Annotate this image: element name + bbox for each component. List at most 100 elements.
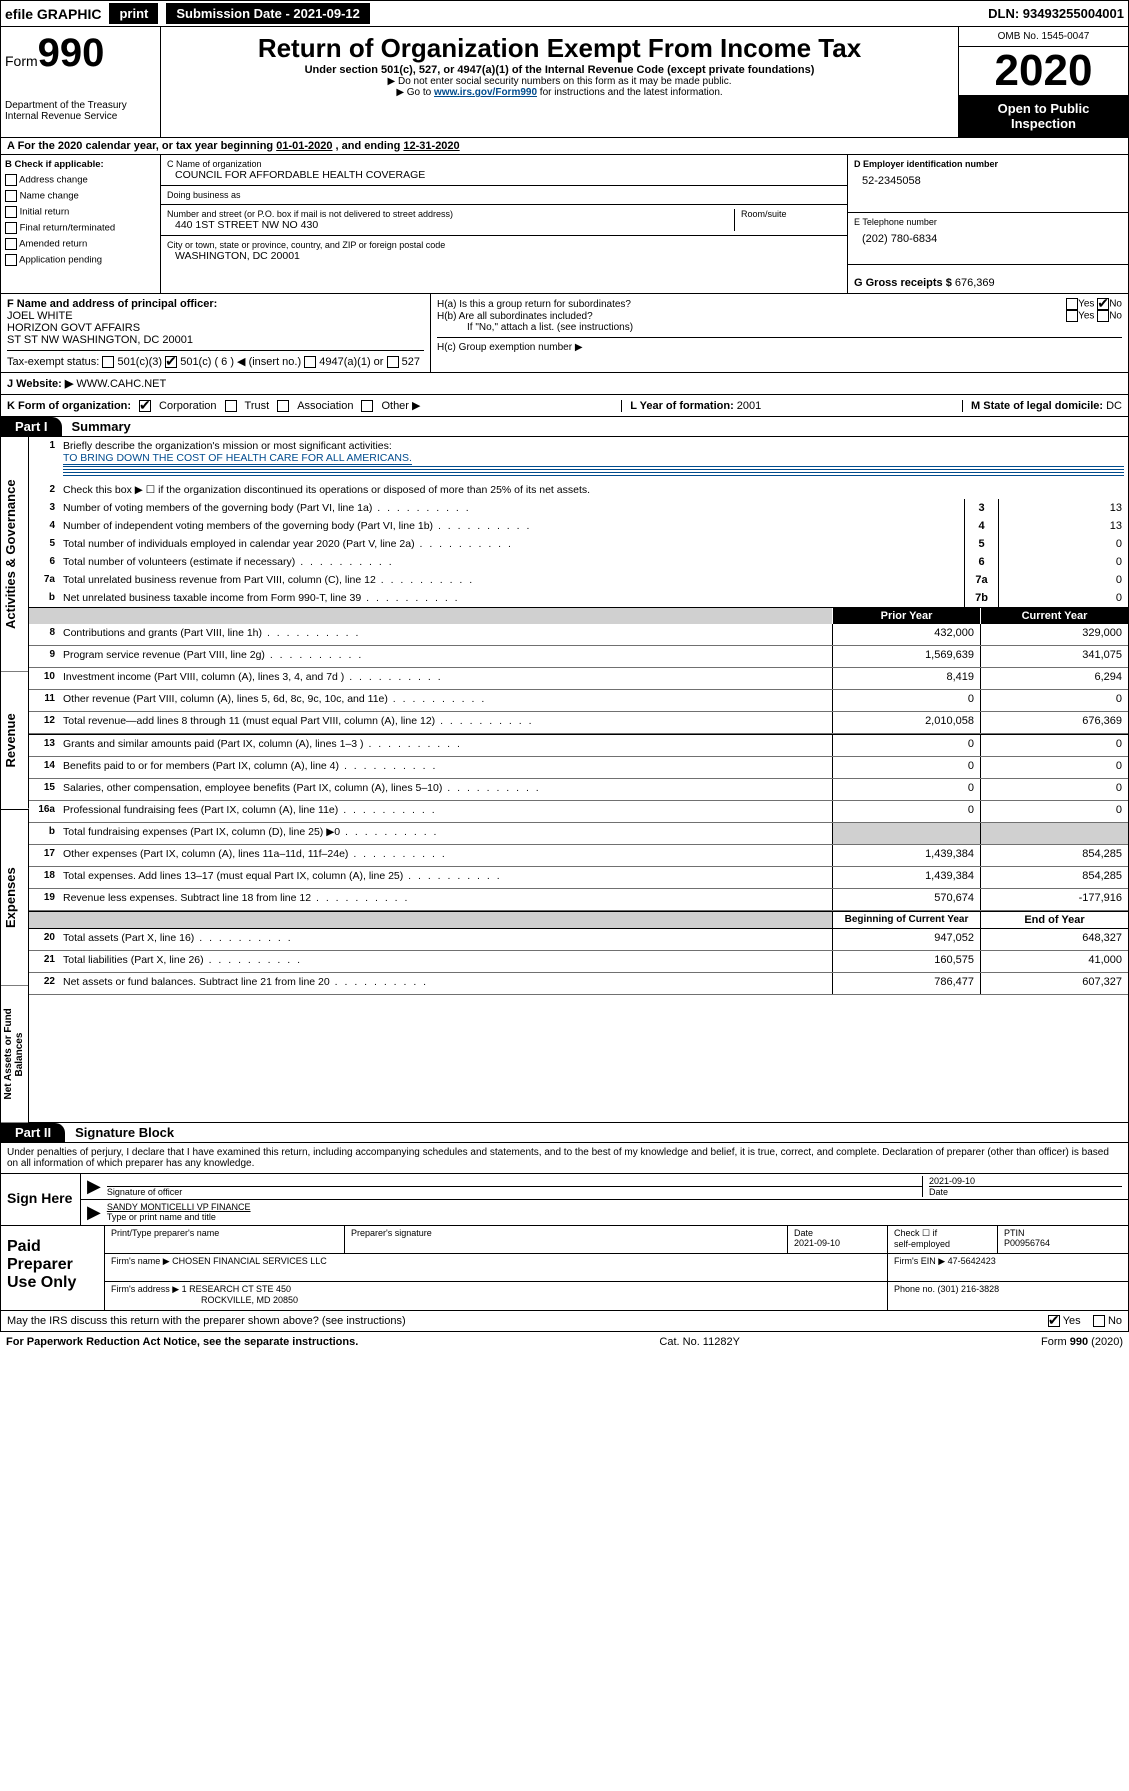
line-value: 13	[998, 517, 1128, 535]
checkbox-corp[interactable]	[139, 400, 151, 412]
prior-year-value: 8,419	[832, 668, 980, 689]
current-year-value: 854,285	[980, 867, 1128, 888]
line2-text: Check this box ▶ ☐ if the organization d…	[59, 481, 1128, 499]
col-current-year: Current Year	[980, 608, 1128, 624]
org-name-label: C Name of organization	[167, 159, 841, 169]
line-value: 0	[998, 571, 1128, 589]
revenue-header: b Prior Year Current Year	[29, 608, 1128, 624]
arrow-icon: ▶	[87, 1202, 107, 1223]
ha-yes[interactable]	[1066, 298, 1078, 310]
mission-statement: TO BRING DOWN THE COST OF HEALTH CARE FO…	[63, 452, 412, 465]
checkbox-name-change[interactable]	[5, 190, 17, 202]
side-labels: Activities & Governance Revenue Expenses…	[1, 437, 29, 1122]
prior-year-value: 160,575	[832, 951, 980, 972]
discuss-question: May the IRS discuss this return with the…	[7, 1315, 406, 1327]
self-emp-lbl: self-employed	[894, 1239, 950, 1249]
current-year-value: 0	[980, 757, 1128, 778]
print-button[interactable]: print	[109, 3, 158, 24]
ha-no[interactable]	[1097, 298, 1109, 310]
no-lbl: No	[1109, 299, 1122, 310]
checkbox-501c[interactable]	[165, 356, 177, 368]
row-a-tax-year: A For the 2020 calendar year, or tax yea…	[0, 138, 1129, 155]
checkbox-assoc[interactable]	[277, 400, 289, 412]
part1-body: Activities & Governance Revenue Expenses…	[0, 437, 1129, 1123]
checkbox-app-pending[interactable]	[5, 254, 17, 266]
line-value: 0	[998, 589, 1128, 607]
dept-treasury: Department of the Treasury	[5, 100, 156, 111]
yes-lbl: Yes	[1078, 299, 1094, 310]
line-text: Investment income (Part VIII, column (A)…	[59, 668, 832, 689]
line-value: 0	[998, 553, 1128, 571]
line-box: 4	[964, 517, 998, 535]
dba-label: Doing business as	[167, 190, 841, 200]
section-fh: F Name and address of principal officer:…	[0, 294, 1129, 373]
current-year-value: 0	[980, 801, 1128, 822]
lbl-app-pending: Application pending	[19, 255, 102, 266]
column-c: C Name of organization COUNCIL FOR AFFOR…	[161, 155, 848, 293]
no-lbl2: No	[1109, 311, 1122, 322]
cat-number: Cat. No. 11282Y	[659, 1336, 740, 1348]
checkbox-address-change[interactable]	[5, 174, 17, 186]
officer-sig-label: Signature of officer	[107, 1186, 922, 1197]
lbl-4947: 4947(a)(1) or	[319, 356, 383, 368]
checkbox-final-return[interactable]	[5, 222, 17, 234]
hb-yes[interactable]	[1066, 310, 1078, 322]
line-text: Salaries, other compensation, employee b…	[59, 779, 832, 800]
column-f: F Name and address of principal officer:…	[1, 294, 431, 372]
sig-date: 2021-09-10	[929, 1176, 1122, 1186]
checkbox-amended[interactable]	[5, 238, 17, 250]
current-year-value: 341,075	[980, 646, 1128, 667]
line-text: Total number of volunteers (estimate if …	[59, 553, 964, 571]
city-state-zip: WASHINGTON, DC 20001	[167, 250, 841, 262]
irs-link[interactable]: www.irs.gov/Form990	[434, 87, 537, 98]
current-year-value: 41,000	[980, 951, 1128, 972]
dln: DLN: 93493255004001	[988, 6, 1124, 21]
submission-date: Submission Date - 2021-09-12	[166, 3, 370, 24]
line-num: 4	[29, 517, 59, 535]
ptin: P00956764	[1004, 1238, 1050, 1248]
checkbox-527[interactable]	[387, 356, 399, 368]
efile-label: efile GRAPHIC	[5, 6, 101, 22]
checkbox-other[interactable]	[361, 400, 373, 412]
line-box: 7a	[964, 571, 998, 589]
prior-year-value: 570,674	[832, 889, 980, 910]
lbl-other: Other ▶	[381, 399, 420, 412]
prior-year-value: 1,439,384	[832, 867, 980, 888]
lbl-initial-return: Initial return	[20, 207, 70, 218]
row-a-text: A For the 2020 calendar year, or tax yea…	[7, 140, 276, 152]
checkbox-501c3[interactable]	[102, 356, 114, 368]
line-num: 15	[29, 779, 59, 800]
discuss-yes[interactable]	[1048, 1315, 1060, 1327]
room-label: Room/suite	[741, 209, 841, 219]
financial-line: 14Benefits paid to or for members (Part …	[29, 757, 1128, 779]
financial-line: 22Net assets or fund balances. Subtract …	[29, 973, 1128, 995]
discuss-no[interactable]	[1093, 1315, 1105, 1327]
form-title: Return of Organization Exempt From Incom…	[165, 33, 954, 64]
ha-label: H(a) Is this a group return for subordin…	[437, 299, 631, 310]
row-j-website: J Website: ▶ WWW.CAHC.NET	[0, 373, 1129, 395]
checkbox-initial-return[interactable]	[5, 206, 17, 218]
row-k: K Form of organization: Corporation Trus…	[0, 395, 1129, 417]
side-revenue: Revenue	[1, 672, 29, 809]
line-text: Total assets (Part X, line 16)	[59, 929, 832, 950]
section-bcd: B Check if applicable: Address change Na…	[0, 155, 1129, 294]
governance-line: 5Total number of individuals employed in…	[29, 535, 1128, 553]
website-url: WWW.CAHC.NET	[76, 378, 166, 390]
gross-receipts: 676,369	[955, 277, 995, 289]
line-text: Grants and similar amounts paid (Part IX…	[59, 735, 832, 756]
financial-line: 17Other expenses (Part IX, column (A), l…	[29, 845, 1128, 867]
line-text: Professional fundraising fees (Part IX, …	[59, 801, 832, 822]
lbl-501c3: 501(c)(3)	[117, 356, 162, 368]
officer-printed-name: SANDY MONTICELLI VP FINANCE	[107, 1202, 1122, 1212]
hb-no[interactable]	[1097, 310, 1109, 322]
checkbox-4947[interactable]	[304, 356, 316, 368]
checkbox-trust[interactable]	[225, 400, 237, 412]
firm-ein: 47-5642423	[948, 1256, 996, 1266]
website-label: J Website: ▶	[7, 378, 76, 390]
column-b: B Check if applicable: Address change Na…	[1, 155, 161, 293]
prior-year-value: 0	[832, 801, 980, 822]
line-num: 17	[29, 845, 59, 866]
prior-year-value: 1,569,639	[832, 646, 980, 667]
line-text: Total unrelated business revenue from Pa…	[59, 571, 964, 589]
ein-label: D Employer identification number	[854, 159, 1122, 169]
